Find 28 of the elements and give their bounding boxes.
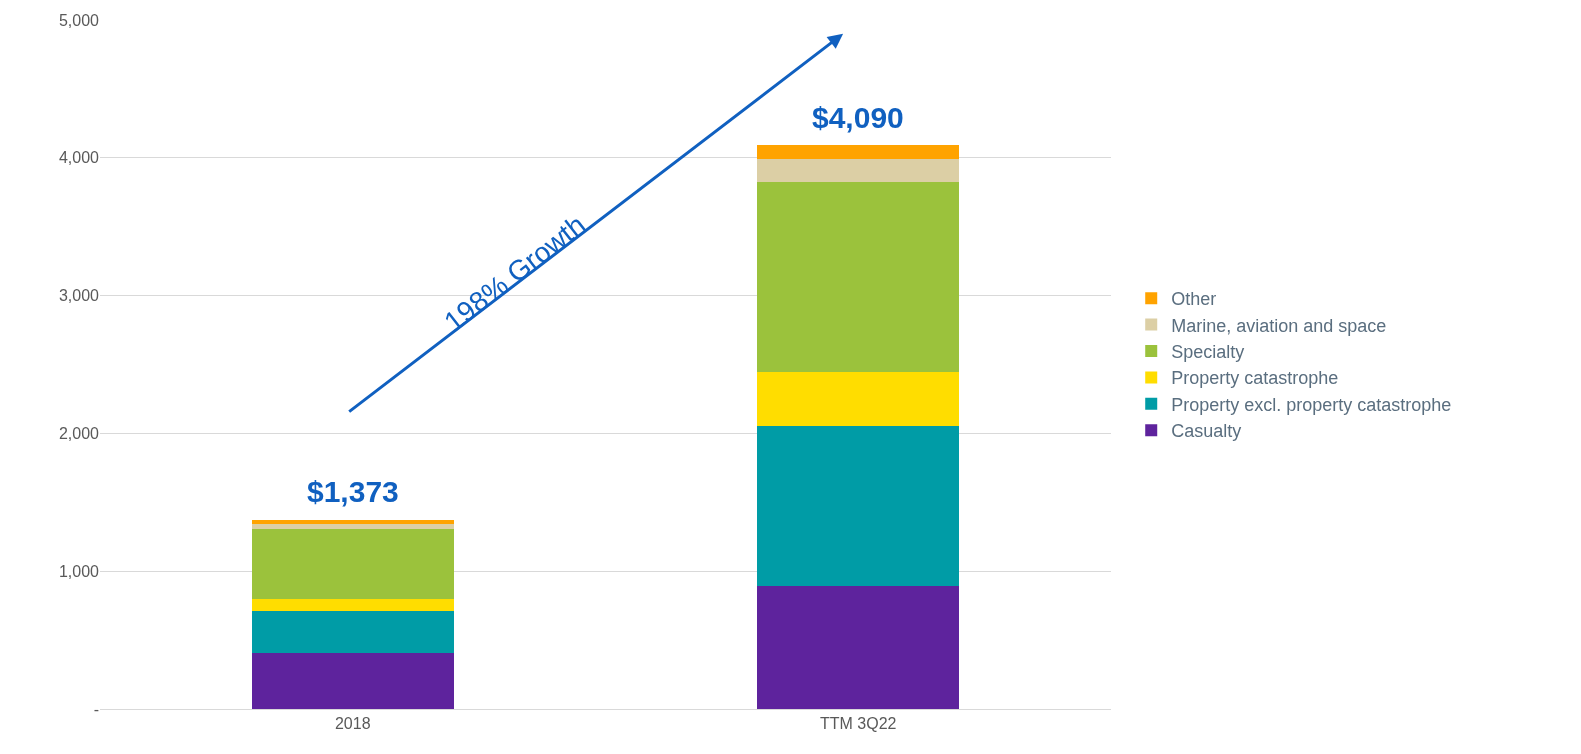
- total-label: $4,090: [812, 101, 904, 134]
- y-tick-label: 5,000: [58, 11, 100, 29]
- y-tick-label: 4,000: [58, 149, 100, 167]
- bar: [757, 145, 960, 159]
- bar: [757, 586, 960, 709]
- legend-label: Property excl. property catastrophe: [1171, 394, 1452, 415]
- legend-label: Property catastrophe: [1171, 368, 1339, 389]
- x-tick-label: TTM 3Q22: [820, 715, 897, 733]
- y-tick-label: 1,000: [58, 562, 100, 580]
- bar: [757, 426, 960, 587]
- bar: [757, 371, 960, 427]
- bar: [757, 158, 960, 182]
- legend-label: Casualty: [1171, 421, 1242, 442]
- y-tick-label: -: [93, 700, 99, 718]
- bar: [251, 653, 454, 709]
- legend-label: Marine, aviation and space: [1171, 315, 1387, 336]
- x-tick-label: 2018: [334, 715, 371, 733]
- total-label: $1,373: [307, 475, 399, 508]
- legend-label: Specialty: [1171, 342, 1245, 363]
- y-tick-label: 2,000: [58, 425, 100, 442]
- legend-label: Other: [1171, 289, 1217, 310]
- y-tick-label: 3,000: [58, 287, 100, 305]
- bar: [251, 599, 454, 612]
- bar: [251, 519, 454, 525]
- bar: [757, 181, 960, 372]
- bar: [251, 611, 454, 654]
- bar: [251, 529, 454, 600]
- bar: [251, 524, 454, 530]
